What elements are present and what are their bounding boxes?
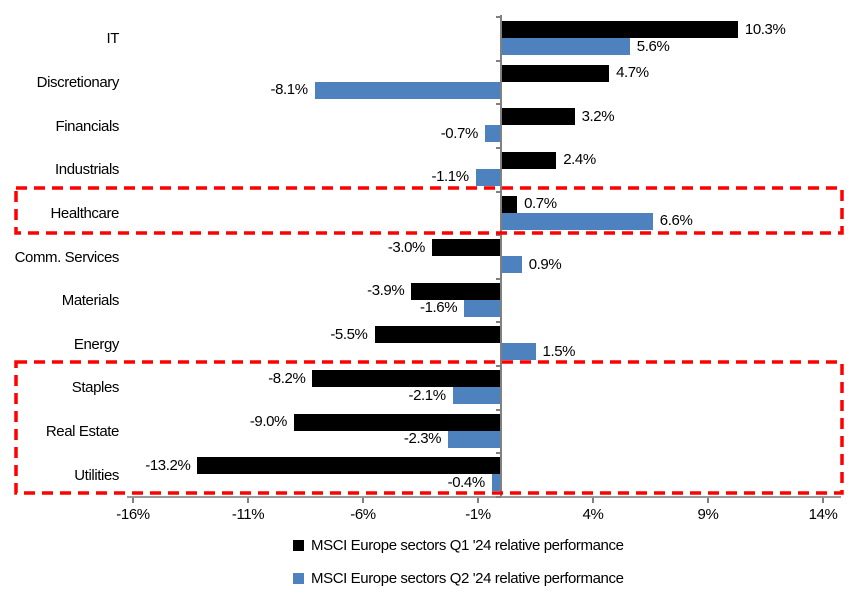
- value-label-q1-it: 10.3%: [744, 20, 786, 38]
- value-axis-label--6pct: -6%: [350, 506, 376, 523]
- bar-q2-comm-services: [501, 256, 522, 274]
- bar-q1-comm-services: [432, 239, 501, 257]
- category-label-healthcare: Healthcare: [50, 204, 119, 222]
- value-axis-label--1pct: -1%: [465, 506, 491, 523]
- category-axis-tick: [496, 146, 501, 149]
- value-axis-label-14pct: 14%: [808, 506, 838, 523]
- bar-q1-financials: [501, 108, 575, 126]
- legend-label-q2: MSCI Europe sectors Q2 '24 relative perf…: [311, 569, 624, 587]
- value-label-q2-utilities: -0.4%: [447, 473, 486, 491]
- value-label-q2-real-estate: -2.3%: [403, 430, 442, 448]
- value-label-q1-energy: -5.5%: [330, 325, 368, 343]
- bar-q2-healthcare: [501, 212, 653, 230]
- legend-swatch-q1-icon: [293, 539, 304, 551]
- value-axis-tick--6pct: [362, 498, 364, 503]
- value-axis-label--16pct: -16%: [116, 506, 150, 523]
- bar-q2-discretionary: [314, 81, 501, 99]
- value-label-q1-discretionary: 4.7%: [616, 64, 649, 82]
- bar-q2-financials: [484, 125, 501, 143]
- category-axis-tick: [496, 365, 501, 368]
- bar-q1-energy: [374, 326, 501, 344]
- value-axis-label--11pct: -11%: [231, 506, 265, 523]
- bar-q1-real-estate: [294, 413, 501, 431]
- value-label-q2-healthcare: 6.6%: [659, 212, 693, 230]
- value-label-q1-materials: -3.9%: [367, 282, 405, 300]
- bar-q2-industrials: [475, 168, 501, 186]
- bar-q1-materials: [411, 282, 501, 300]
- category-axis-line: [500, 15, 502, 498]
- category-label-materials: Materials: [61, 292, 120, 310]
- bar-q2-real-estate: [448, 430, 501, 448]
- category-axis-tick: [496, 103, 501, 106]
- bar-q1-industrials: [501, 151, 557, 169]
- category-label-utilities: Utilities: [74, 466, 119, 484]
- value-axis-tick--16pct: [132, 498, 134, 503]
- category-label-comm-services: Comm. Services: [14, 248, 120, 266]
- value-axis-tick-9pct: [707, 498, 709, 503]
- value-label-q2-staples: -2.1%: [408, 386, 447, 404]
- category-axis-tick: [496, 59, 501, 62]
- value-label-q1-staples: -8.2%: [268, 369, 306, 387]
- bar-q1-utilities: [197, 457, 501, 475]
- category-label-energy: Energy: [73, 335, 120, 353]
- category-axis-tick: [496, 496, 501, 499]
- value-label-q1-utilities: -13.2%: [145, 456, 191, 474]
- highlight-box-healthcare: [14, 186, 844, 235]
- bar-q2-materials: [464, 299, 501, 317]
- bar-q1-discretionary: [501, 64, 610, 82]
- legend-label-q1: MSCI Europe sectors Q1 '24 relative perf…: [311, 536, 624, 554]
- legend-item-q1: MSCI Europe sectors Q1 '24 relative perf…: [293, 534, 624, 556]
- category-axis-tick: [496, 277, 501, 280]
- category-label-discretionary: Discretionary: [36, 73, 120, 91]
- value-label-q2-financials: -0.7%: [440, 124, 479, 142]
- value-label-q1-comm-services: -3.0%: [387, 238, 426, 256]
- legend-item-q2: MSCI Europe sectors Q2 '24 relative perf…: [293, 567, 624, 589]
- value-label-q1-financials: 3.2%: [581, 107, 615, 125]
- value-label-q1-real-estate: -9.0%: [249, 413, 288, 431]
- value-axis-tick--11pct: [247, 498, 249, 503]
- value-axis-tick--1pct: [477, 498, 479, 503]
- bar-q2-staples: [452, 387, 501, 405]
- value-label-q2-comm-services: 0.9%: [528, 255, 562, 273]
- bar-q1-it: [501, 21, 738, 38]
- category-label-industrials: Industrials: [55, 161, 119, 179]
- value-axis-tick-14pct: [822, 498, 824, 503]
- legend-swatch-q2-icon: [293, 572, 304, 584]
- category-label-real-estate: Real Estate: [45, 423, 120, 441]
- value-axis-tick-4pct: [592, 498, 594, 503]
- category-axis-tick: [496, 190, 501, 193]
- value-label-q2-it: 5.6%: [636, 37, 670, 55]
- value-label-q2-industrials: -1.1%: [431, 168, 470, 186]
- value-label-q1-industrials: 2.4%: [563, 151, 596, 169]
- bar-q2-energy: [501, 343, 536, 361]
- value-label-q1-healthcare: 0.7%: [524, 195, 557, 213]
- bar-q2-it: [501, 38, 630, 55]
- category-axis-tick: [496, 321, 501, 324]
- category-label-staples: Staples: [71, 379, 120, 397]
- value-axis-label-9pct: 9%: [697, 506, 719, 523]
- category-axis-tick: [496, 408, 501, 411]
- value-label-q2-energy: 1.5%: [542, 342, 576, 360]
- value-label-q2-materials: -1.6%: [420, 299, 458, 317]
- category-axis-tick: [496, 452, 501, 455]
- category-label-financials: Financials: [55, 117, 119, 135]
- bar-q1-staples: [312, 370, 501, 388]
- value-label-q2-discretionary: -8.1%: [270, 81, 309, 99]
- category-axis-tick: [496, 234, 501, 237]
- legend: MSCI Europe sectors Q1 '24 relative perf…: [293, 534, 624, 600]
- bar-q1-healthcare: [501, 195, 518, 213]
- category-axis-tick: [496, 16, 501, 18]
- value-axis-label-4pct: 4%: [582, 506, 604, 523]
- value-axis-line: [127, 496, 841, 498]
- category-label-it: IT: [106, 30, 119, 48]
